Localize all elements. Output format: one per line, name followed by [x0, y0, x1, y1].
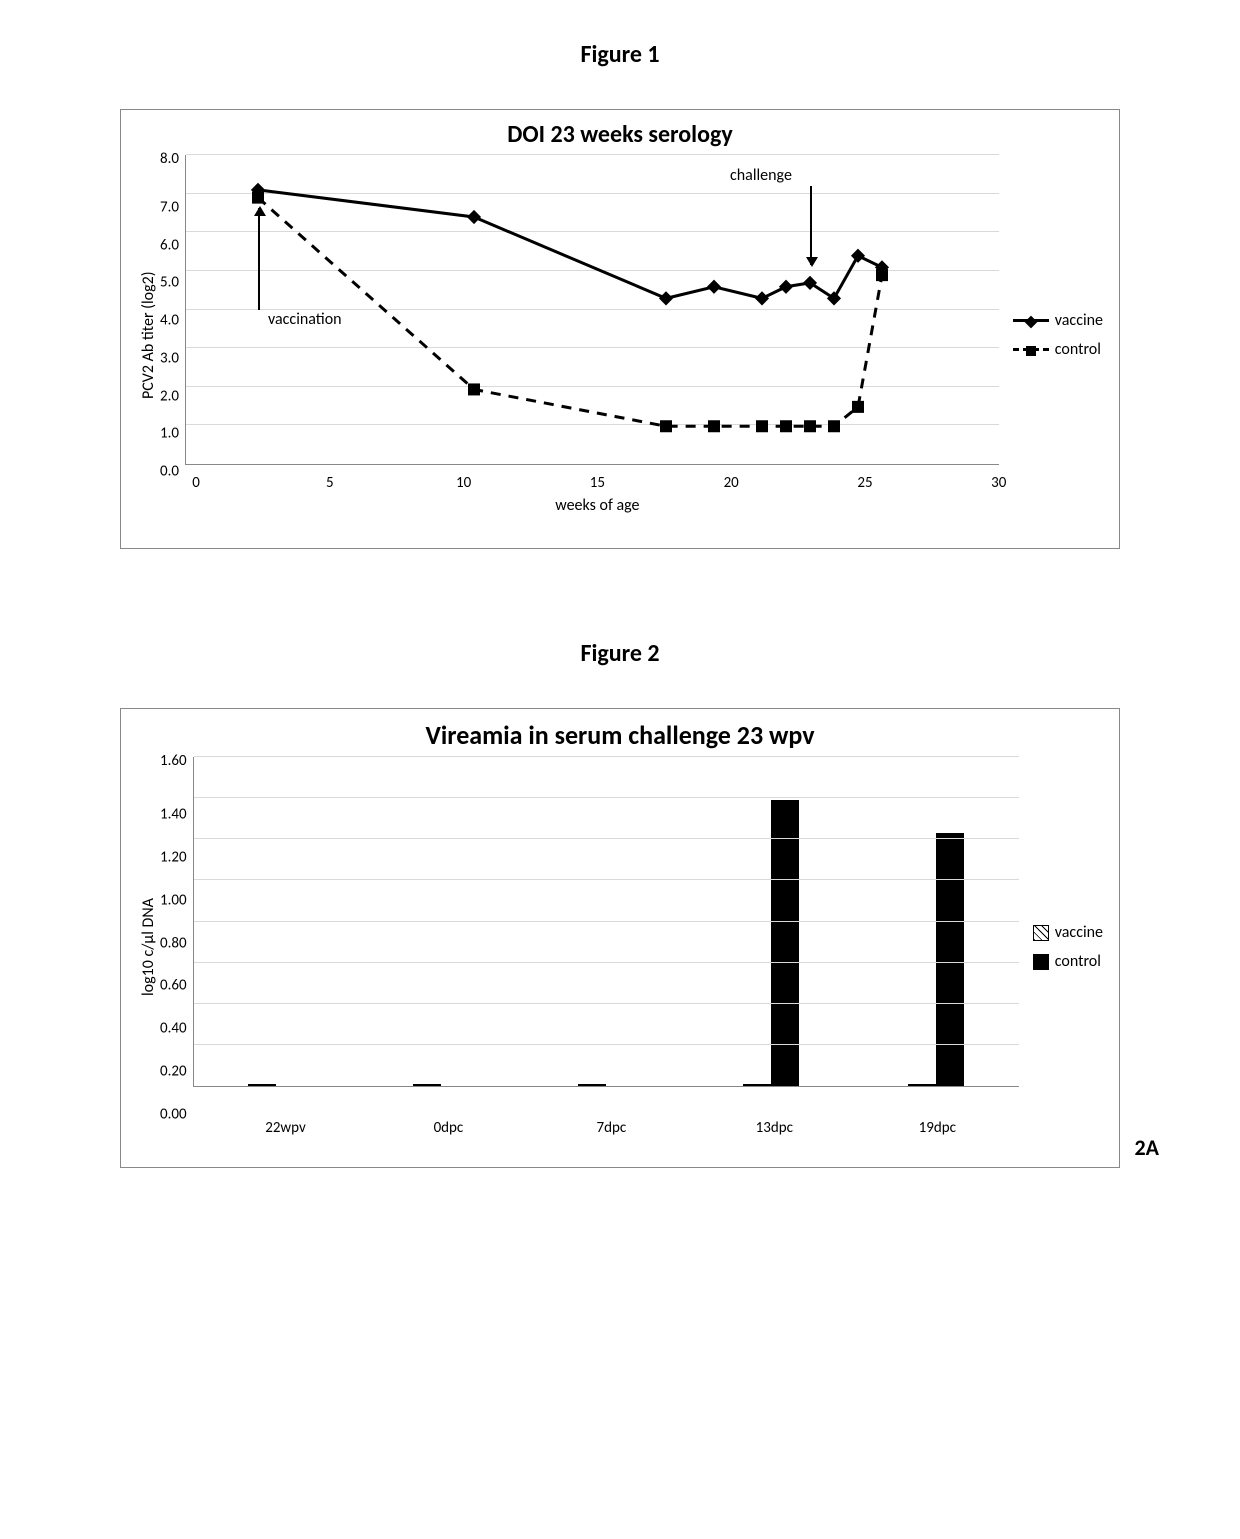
legend-item-control: control: [1033, 952, 1103, 971]
legend-item-control: control: [1013, 340, 1103, 359]
bar: [578, 1084, 606, 1086]
figure2-legend: vaccine control: [1019, 757, 1103, 1137]
legend-swatch-line-solid: [1013, 319, 1049, 322]
bar-group: [194, 757, 359, 1086]
figure1-title: DOI 23 weeks serology: [137, 120, 1103, 149]
figure2-yticks: 1.601.401.201.000.800.600.400.200.00: [160, 757, 193, 1115]
figure2-subfig-label: 2A: [1135, 1134, 1159, 1161]
figure1-ylabel: PCV2 Ab titer (log2): [137, 155, 160, 515]
bar: [743, 1084, 771, 1086]
figure2-ylabel: log10 c/µl DNA: [137, 757, 160, 1137]
legend-label: vaccine: [1055, 311, 1103, 330]
figure1-label: Figure 1: [60, 40, 1180, 69]
figure1-legend: vaccine control: [999, 155, 1103, 515]
figure2-label: Figure 2: [60, 639, 1180, 668]
figure1-plot-area: vaccination challenge: [185, 155, 999, 465]
figure2-plot-area: [193, 757, 1019, 1087]
bar: [413, 1084, 441, 1086]
figure2-chart: Vireamia in serum challenge 23 wpv log10…: [120, 708, 1120, 1168]
figure2-xcategories: 22wpv0dpc7dpc13dpc19dpc: [204, 1115, 1019, 1137]
bar-group: [359, 757, 524, 1086]
legend-item-vaccine: vaccine: [1033, 923, 1103, 942]
legend-item-vaccine: vaccine: [1013, 311, 1103, 330]
figure1-yticks: 8.07.06.05.04.03.02.01.00.0: [160, 155, 185, 472]
bar-group: [689, 757, 854, 1086]
bar-group: [524, 757, 689, 1086]
legend-label: vaccine: [1055, 923, 1103, 942]
annotation-text: vaccination: [268, 310, 342, 329]
bar: [908, 1084, 936, 1086]
legend-label: control: [1055, 340, 1101, 359]
annotation-text: challenge: [730, 166, 792, 185]
figure1-chart: DOI 23 weeks serology PCV2 Ab titer (log…: [120, 109, 1120, 549]
bar: [936, 833, 964, 1086]
figure2-title: Vireamia in serum challenge 23 wpv: [137, 719, 1103, 751]
figure1-xlabel: weeks of age: [160, 496, 999, 515]
legend-swatch-hatch: [1033, 925, 1049, 941]
figure1-xticks: 051015202530: [196, 472, 999, 492]
legend-swatch-solid: [1033, 954, 1049, 970]
legend-label: control: [1055, 952, 1101, 971]
bar-group: [854, 757, 1019, 1086]
legend-swatch-line-dash: [1013, 348, 1049, 351]
bar: [248, 1084, 276, 1086]
